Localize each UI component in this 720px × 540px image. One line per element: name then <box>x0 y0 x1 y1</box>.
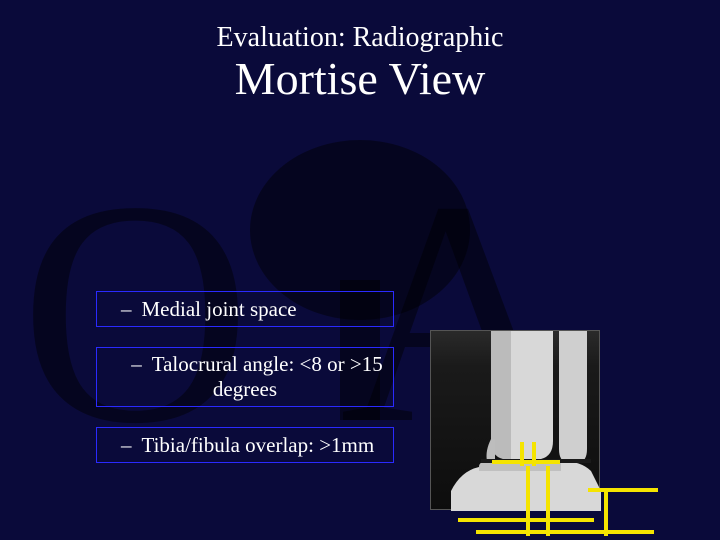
bullet-text: Tibia/fibula overlap: >1mm <box>142 433 375 458</box>
bullet-text-line2: degrees <box>213 377 277 402</box>
xray-annotation-overlay <box>420 320 680 540</box>
bullet-medial-joint-space: – Medial joint space <box>96 291 394 327</box>
slide-subtitle: Evaluation: Radiographic <box>0 22 720 54</box>
bullet-text: Medial joint space <box>142 297 297 322</box>
bullet-dash: – <box>121 297 132 322</box>
bullet-tibia-fibula-overlap: – Tibia/fibula overlap: >1mm <box>96 427 394 463</box>
bullet-dash: – <box>121 433 132 458</box>
bullet-text-line1: Talocrural angle: <8 or >15 <box>152 352 383 377</box>
xray-figure <box>430 330 670 540</box>
bullet-talocrural-angle: – Talocrural angle: <8 or >15 degrees <box>96 347 394 407</box>
slide-title: Mortise View <box>0 52 720 105</box>
bullet-dash: – <box>131 352 142 377</box>
title-block: Evaluation: Radiographic Mortise View <box>0 0 720 105</box>
